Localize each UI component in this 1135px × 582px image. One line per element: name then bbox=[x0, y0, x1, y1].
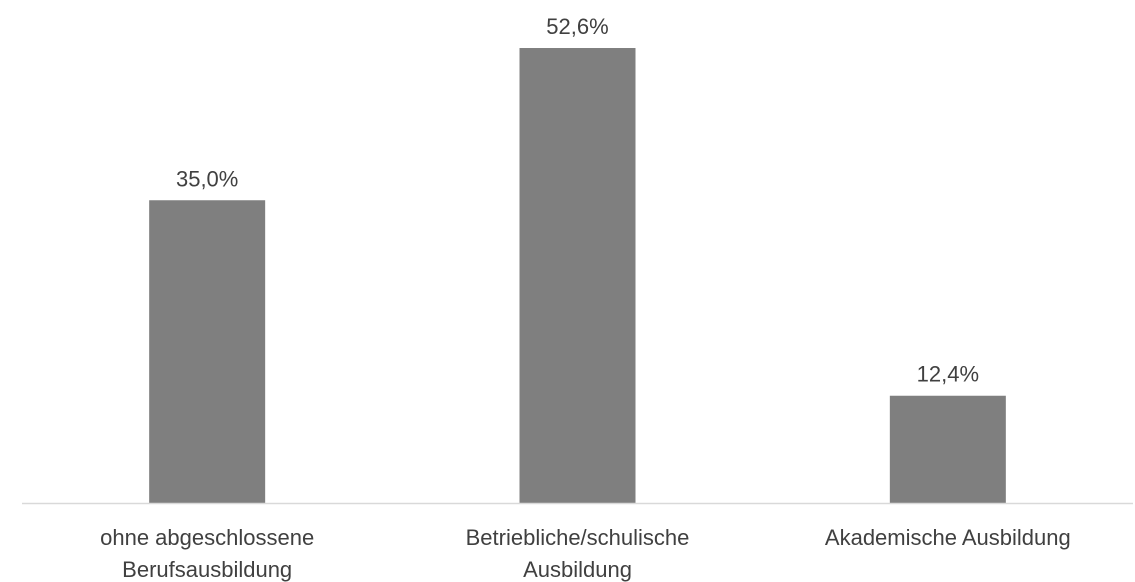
category-labels-group: ohne abgeschlossene Berufsausbildung Betri… bbox=[100, 525, 1071, 582]
category-label-2: Akademische Ausbildung bbox=[825, 525, 1071, 550]
category-label-1-line-1: Ausbildung bbox=[523, 557, 632, 582]
category-label-0-line-0: ohne abgeschlossene bbox=[100, 525, 314, 550]
category-label-0-line-1: Berufsausbildung bbox=[122, 557, 292, 582]
category-label-2-line-0: Akademische Ausbildung bbox=[825, 525, 1071, 550]
bar-2 bbox=[889, 395, 1006, 503]
data-labels-group: 35,0% 52,6% 12,4% bbox=[176, 14, 979, 387]
data-label-2: 12,4% bbox=[917, 362, 979, 387]
bar-1 bbox=[519, 48, 636, 503]
data-label-0: 35,0% bbox=[176, 166, 238, 191]
bar-0 bbox=[149, 200, 266, 503]
category-label-1-line-0: Betriebliche/schulische bbox=[466, 525, 690, 550]
category-label-1: Betriebliche/schulische Ausbildung bbox=[466, 525, 690, 582]
bars-group bbox=[149, 48, 1006, 503]
data-label-1: 52,6% bbox=[546, 14, 608, 39]
category-label-0: ohne abgeschlossene Berufsausbildung bbox=[100, 525, 314, 582]
